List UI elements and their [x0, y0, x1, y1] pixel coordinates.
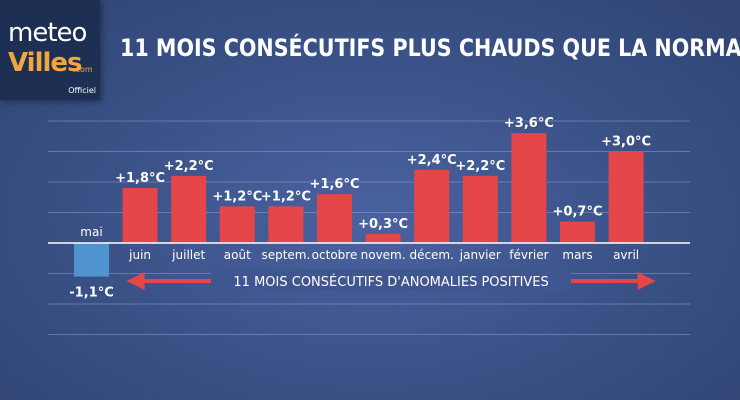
- category-label: février: [509, 248, 548, 262]
- category-label: novem.: [361, 248, 406, 262]
- bar-juillet: [171, 175, 207, 243]
- logo-text-villes: Villes: [8, 48, 83, 78]
- value-label: +1,8°C: [115, 171, 165, 186]
- value-labels: -1,1°C+1,8°C+2,2°C+1,2°C+1,2°C+1,6°C+0,3…: [69, 116, 651, 300]
- value-label: +0,3°C: [358, 217, 408, 232]
- bar-décem.: [414, 169, 450, 243]
- bar-septem.: [268, 206, 304, 243]
- bar-mai: [74, 243, 109, 277]
- value-label: +3,6°C: [504, 116, 554, 131]
- category-label: mars: [562, 248, 592, 262]
- bar-avril: [608, 151, 644, 243]
- category-label: juin: [128, 248, 151, 262]
- category-label: janvier: [459, 248, 501, 262]
- bar-janvier: [462, 175, 498, 243]
- value-label: +2,2°C: [164, 159, 214, 174]
- arrow-head-right: [637, 272, 656, 290]
- bar-juin: [122, 188, 158, 243]
- logo-text-meteo: meteo: [8, 18, 87, 48]
- bar-mars: [560, 221, 595, 243]
- bar-août: [219, 206, 255, 243]
- bar-octobre: [317, 194, 352, 243]
- annotation-backdrop: [211, 269, 572, 291]
- category-label: août: [224, 248, 251, 262]
- value-label: +2,4°C: [407, 153, 457, 168]
- arrow-head-left: [126, 272, 145, 290]
- category-label: mai: [80, 225, 102, 239]
- value-label: +1,2°C: [261, 189, 311, 204]
- meteovilles-logo: meteo Villes .com Officiel: [0, 0, 100, 100]
- category-label: octobre: [312, 248, 358, 262]
- category-label: juillet: [171, 248, 205, 262]
- value-label: +1,2°C: [212, 189, 262, 204]
- category-label: septem.: [261, 248, 310, 262]
- category-label: avril: [613, 248, 639, 262]
- annotation-text: 11 MOIS CONSÉCUTIFS D'ANOMALIES POSITIVE…: [233, 274, 548, 290]
- bar-février: [511, 133, 547, 243]
- logo-badge-officiel: Officiel: [68, 86, 96, 95]
- value-label: -1,1°C: [69, 286, 113, 301]
- category-labels: mai juin juillet août septem. octobre novem. dé…: [80, 225, 639, 262]
- value-label: +1,6°C: [310, 177, 360, 192]
- bar-novem.: [365, 233, 401, 243]
- value-label: +3,0°C: [601, 135, 651, 150]
- value-label: +0,7°C: [553, 205, 603, 220]
- category-label: décem.: [409, 248, 453, 262]
- logo-text-domain: .com: [73, 65, 93, 74]
- gridlines: [48, 120, 690, 335]
- value-label: +2,2°C: [455, 159, 505, 174]
- bars: [74, 133, 644, 277]
- anomaly-arrow: 11 MOIS CONSÉCUTIFS D'ANOMALIES POSITIVE…: [126, 269, 656, 291]
